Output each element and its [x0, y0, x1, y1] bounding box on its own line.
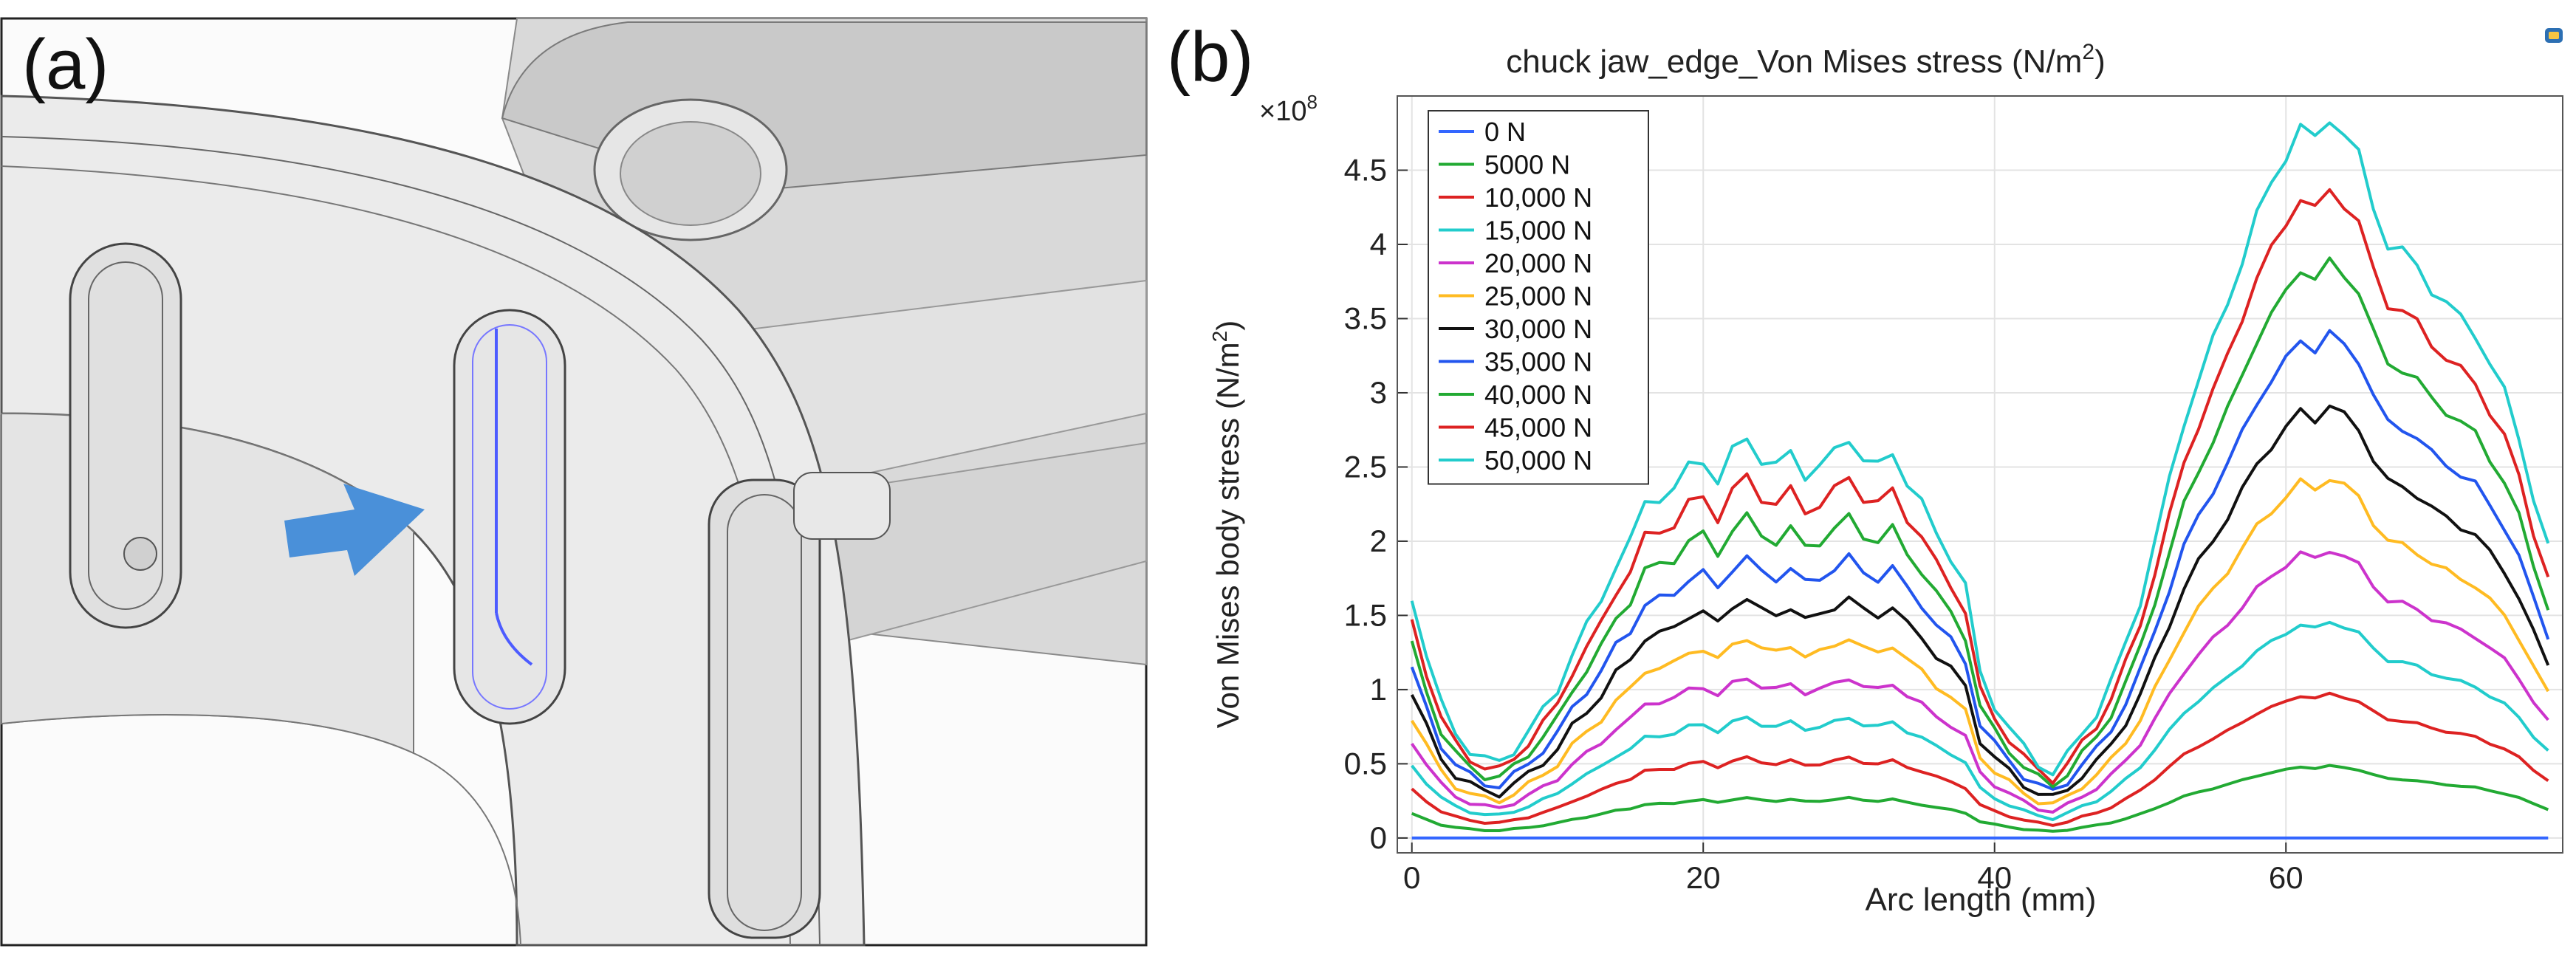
legend-label: 25,000 N — [1484, 281, 1592, 312]
slot-left-pin — [123, 537, 157, 571]
y-tick-label: 0.5 — [1344, 746, 1387, 780]
y-tick-label: 3 — [1370, 375, 1387, 410]
legend-label: 5000 N — [1484, 150, 1570, 180]
x-tick-label: 20 — [1686, 860, 1721, 895]
x-tick-label: 40 — [1977, 860, 2012, 895]
stress-chart[interactable]: (b) chuck jaw_edge_Von Mises stress (N/m… — [1159, 0, 2576, 950]
bolt-hole-inner — [620, 121, 761, 226]
series-line-25000N — [1411, 477, 2550, 806]
slot-right — [708, 478, 821, 939]
x-tick-label: 0 — [1403, 860, 1420, 895]
export-icon[interactable] — [2545, 28, 2563, 43]
x-axis-label: Arc length (mm) — [1866, 882, 2097, 918]
legend-label: 10,000 N — [1484, 182, 1592, 213]
y-tick-label: 1.5 — [1344, 597, 1387, 632]
y-multiplier: ×108 — [1259, 91, 1318, 127]
legend-label: 45,000 N — [1484, 413, 1592, 443]
slot-center — [453, 309, 566, 725]
y-tick-label: 1 — [1370, 672, 1387, 707]
slot-left-inner — [88, 261, 163, 610]
panel-a-3d-view: (a) — [0, 0, 1152, 950]
series-line-20000N — [1411, 550, 2549, 814]
model-viewport[interactable]: (a) — [0, 0, 1152, 950]
series-line-30000N — [1410, 404, 2550, 799]
legend-label: 20,000 N — [1484, 248, 1592, 278]
slot-left — [69, 242, 182, 629]
series-line-50000N — [1410, 121, 2550, 777]
x-tick-label: 60 — [2269, 860, 2303, 895]
series-line-40000N — [1410, 256, 2550, 789]
slot-right-cap — [793, 472, 891, 540]
panel-b-label: (b) — [1167, 18, 1253, 97]
series-line-5000N — [1411, 763, 2549, 833]
y-tick-label: 2 — [1370, 524, 1387, 558]
load-direction-arrow-icon — [284, 484, 425, 576]
slot-right-inner — [727, 494, 802, 931]
selected-edge-curve — [495, 612, 533, 666]
y-tick-label: 2.5 — [1344, 449, 1387, 484]
panel-b-chart: (b) chuck jaw_edge_Von Mises stress (N/m… — [1159, 0, 2576, 950]
series-line-15000N — [1411, 620, 2549, 822]
y-tick-label: 3.5 — [1344, 301, 1387, 335]
series-line-35000N — [1410, 329, 2550, 791]
series-line-45000N — [1410, 188, 2550, 785]
y-tick-label: 4.5 — [1344, 152, 1387, 187]
y-axis-label: Von Mises body stress (N/m2) — [1208, 320, 1245, 728]
legend-label: 50,000 N — [1484, 445, 1592, 476]
panel-a-label: (a) — [22, 25, 109, 104]
legend-label: 0 N — [1484, 117, 1526, 147]
y-tick-label: 0 — [1370, 820, 1387, 855]
legend-label: 15,000 N — [1484, 216, 1592, 246]
slot-center-inner — [472, 324, 547, 710]
plot-border — [1397, 95, 2563, 854]
series-line-10000N — [1411, 691, 2549, 827]
legend-box — [1428, 110, 1649, 485]
legend-label: 30,000 N — [1484, 314, 1592, 344]
chart-title: chuck jaw_edge_Von Mises stress (N/m2) — [1506, 40, 2105, 80]
legend-label: 40,000 N — [1484, 380, 1592, 410]
legend-label: 35,000 N — [1484, 347, 1592, 377]
y-tick-label: 4 — [1370, 227, 1387, 261]
